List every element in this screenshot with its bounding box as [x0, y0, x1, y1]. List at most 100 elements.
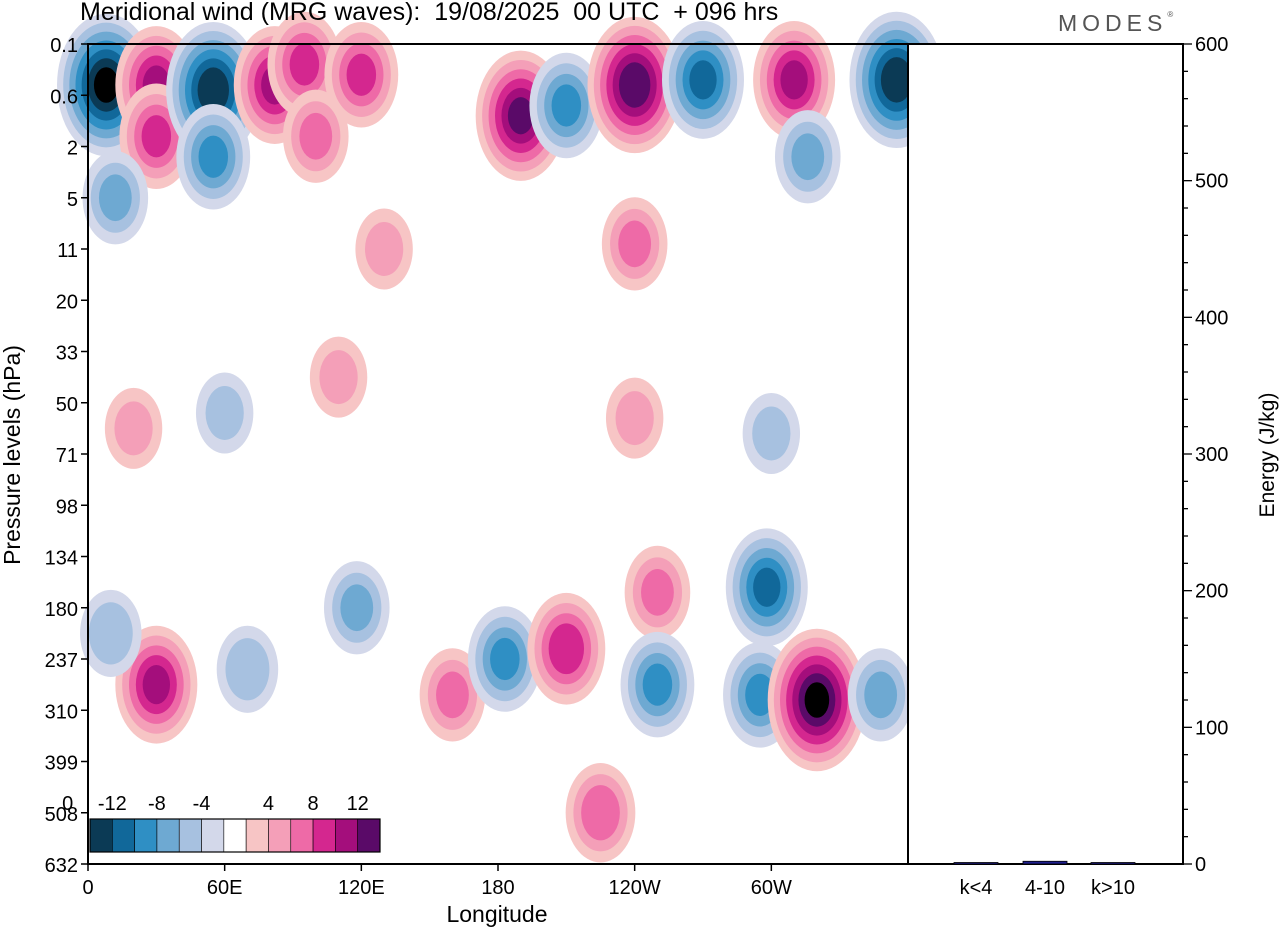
contour-band [581, 785, 620, 841]
contour-band [114, 401, 153, 456]
energy-bar [953, 862, 999, 865]
energy-bar [1022, 860, 1068, 865]
wind-feature [624, 545, 691, 640]
energy-category-label: 4-10 [1025, 877, 1065, 899]
contour-band [490, 637, 520, 681]
contour-band [752, 406, 791, 461]
x-tick-label: 60W [751, 877, 792, 899]
colorbar-label: -4 [193, 793, 211, 815]
contour-band [346, 53, 377, 96]
colorbar-swatch [290, 818, 314, 853]
wind-field-plot [57, 11, 944, 864]
contour-band [791, 133, 825, 181]
x-tick-label: 60E [207, 877, 243, 899]
contour-band [548, 623, 585, 675]
contour-band [436, 671, 469, 719]
wind-feature [355, 208, 413, 290]
contour-band [93, 67, 119, 103]
energy-tick-label: 400 [1195, 307, 1228, 329]
colorbar-swatch [89, 818, 113, 853]
colorbar-label: -12 [98, 793, 127, 815]
wind-feature [565, 763, 636, 863]
colorbar-swatch [156, 818, 180, 853]
colorbar-swatch [112, 818, 135, 853]
colorbar-label: 0 [62, 793, 73, 815]
wind-feature [267, 11, 342, 118]
wind-feature [176, 103, 251, 210]
contour-band [551, 84, 582, 127]
wind-feature [767, 628, 867, 772]
wind-feature [324, 21, 399, 128]
wind-feature [529, 52, 604, 159]
wind-feature [104, 387, 163, 469]
contour-band [205, 386, 244, 440]
contour-band [225, 638, 270, 701]
registered-mark: ® [1167, 10, 1174, 19]
y-tick-label: 20 [56, 291, 78, 313]
colorbar-swatch [245, 818, 269, 853]
contour-band [618, 220, 652, 268]
wind-feature [601, 197, 668, 291]
contour-band [141, 115, 172, 158]
y-tick-label: 508 [45, 804, 78, 826]
y-tick-label: 180 [45, 599, 78, 621]
wind-feature [847, 648, 914, 742]
colorbar-swatch [335, 818, 358, 853]
contour-band [289, 43, 320, 86]
colorbar-label: 4 [263, 793, 274, 815]
energy-frame [907, 43, 1184, 865]
wind-feature [587, 16, 682, 154]
wind-feature [195, 372, 254, 454]
y-tick-label: 11 [57, 240, 78, 262]
wind-feature [323, 561, 390, 655]
contour-band [864, 671, 898, 719]
contour-band [615, 391, 654, 446]
energy-tick-label: 500 [1195, 171, 1228, 193]
colorbar-label: 12 [347, 793, 369, 815]
colorbar-swatch [178, 818, 202, 853]
wind-feature [620, 631, 695, 738]
energy-bar-chart: 0 100 200 300 400 500 600 k<4 4-10 k>10 [907, 34, 1228, 899]
colorbar-label: -8 [148, 793, 166, 815]
y-tick-label: 310 [45, 701, 78, 723]
y-tick-label: 237 [45, 650, 78, 672]
contour-band [780, 60, 808, 100]
x-tick-label: 0 [82, 877, 93, 899]
energy-category-label: k<4 [960, 877, 993, 899]
contour-band [98, 174, 132, 222]
energy-tick-label: 100 [1195, 717, 1228, 739]
energy-bar [1090, 862, 1136, 865]
y-axis-label: Pressure levels (hPa) [0, 345, 25, 565]
wind-feature [82, 151, 149, 245]
wind-feature [80, 589, 142, 677]
x-tick-label: 120W [609, 877, 661, 899]
y-tick-label: 71 [56, 445, 78, 467]
contour-band [745, 673, 775, 716]
wind-feature [742, 393, 801, 474]
y-tick-label: 2 [67, 138, 78, 160]
y-tick-label: 98 [56, 496, 78, 518]
contour-band [804, 682, 830, 718]
contour-band [507, 97, 534, 135]
wind-feature [216, 625, 279, 713]
y-tick-label: 0.1 [50, 35, 78, 57]
energy-tick-label: 300 [1195, 444, 1228, 466]
energy-category-label: k>10 [1091, 877, 1135, 899]
colorbar-swatch [134, 818, 158, 853]
colorbar-swatch [357, 818, 381, 853]
contour-band [753, 567, 781, 607]
wind-feature [282, 89, 349, 183]
contour-band [642, 663, 673, 706]
energy-tick-label: 600 [1195, 34, 1228, 56]
colorbar: -12 -8 -4 0 4 8 12 [62, 781, 384, 856]
colorbar-swatch [268, 818, 292, 853]
contour-band [142, 664, 170, 705]
y-tick-label: 134 [45, 548, 78, 570]
wind-feature [725, 528, 808, 647]
contour-band [88, 602, 133, 665]
wind-feature [419, 648, 486, 742]
wind-feature [309, 336, 368, 418]
colorbar-label: 8 [308, 793, 319, 815]
x-tick-label: 120E [338, 877, 385, 899]
